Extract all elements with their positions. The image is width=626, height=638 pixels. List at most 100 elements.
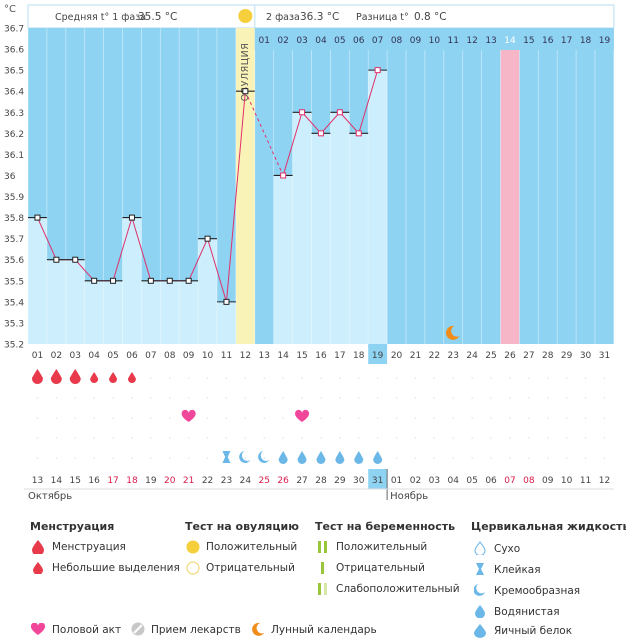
legend-spotting-item: Небольшие выделения [52, 562, 180, 574]
grid-dot [414, 377, 417, 379]
date-label: 01 [391, 476, 402, 486]
grid-dot [112, 437, 114, 439]
temperature-line [358, 69, 379, 134]
grid-dot [74, 417, 77, 419]
temperature-point [280, 172, 287, 179]
temperature-bar [368, 70, 388, 344]
day-label: 22 [429, 351, 440, 361]
grid-dot [244, 397, 247, 399]
ovulation-column [235, 28, 255, 344]
grid-dot [565, 417, 568, 419]
temperature-bar [292, 112, 312, 345]
day-label: 18 [353, 351, 365, 361]
grid-dot [471, 437, 473, 439]
phase2-day-label: 04 [315, 36, 327, 46]
y-tick-label: 36.1 [4, 151, 24, 161]
watery-drop-icon [373, 451, 383, 464]
grid-dot [320, 437, 322, 439]
temperature-bar [330, 112, 350, 345]
y-tick-label: 36.6 [4, 46, 24, 56]
grid-dot [395, 397, 398, 399]
day-label: 14 [277, 351, 289, 361]
grid-dot [74, 397, 77, 399]
grid-dot [55, 397, 58, 399]
grid-dot [528, 417, 530, 419]
watery-drop-icon [316, 451, 326, 464]
phase2-day-label: 07 [372, 36, 383, 46]
single-bar-icon [321, 562, 324, 574]
date-label: 07 [504, 476, 515, 486]
grid-dot [471, 457, 473, 459]
grid-dot [320, 417, 322, 419]
month-right-label: Ноябрь [390, 491, 428, 502]
grid-dot [36, 437, 39, 439]
day-label: 25 [485, 351, 496, 361]
grid-dot [206, 457, 209, 459]
drop-icon [33, 562, 43, 574]
y-tick-label: 36.3 [4, 109, 24, 119]
grid-dot [414, 397, 417, 399]
temperature-line [339, 111, 360, 134]
grid-dot [55, 457, 58, 459]
day-label: 27 [523, 351, 534, 361]
grid-dot [225, 397, 228, 399]
grid-dot [320, 377, 322, 379]
date-label: 06 [485, 476, 497, 486]
grid-dot [452, 437, 455, 439]
date-label: 10 [561, 476, 573, 486]
grid-dot [74, 457, 77, 459]
day-label: 10 [202, 351, 214, 361]
grid-dot [168, 437, 171, 439]
temperature-point [72, 256, 79, 263]
grid-dot [168, 457, 171, 459]
grid-dot [168, 417, 171, 419]
day-label: 17 [334, 351, 345, 361]
grid-dot [433, 397, 436, 399]
day-label: 20 [391, 351, 403, 361]
grid-dot [112, 397, 114, 399]
grid-dot [546, 417, 549, 419]
grid-dot [244, 437, 247, 439]
double-bar-icon [318, 541, 327, 553]
grid-dot [225, 377, 228, 379]
grid-dot [414, 437, 417, 439]
day-label: 16 [315, 351, 327, 361]
grid-dot [528, 457, 530, 459]
grid-dot [565, 457, 568, 459]
watery-drop-icon [297, 451, 307, 464]
temperature-point [374, 67, 381, 74]
date-label: 02 [410, 476, 421, 486]
grid-dot [376, 437, 379, 439]
grid-dot [603, 417, 606, 419]
grid-dot [339, 377, 341, 379]
grid-dot [528, 377, 530, 379]
legend-lunar-item: Лунный календарь [271, 624, 377, 636]
grid-dot [584, 417, 587, 419]
grid-dot [546, 437, 549, 439]
grid-dot [565, 397, 568, 399]
date-label: 13 [32, 476, 43, 486]
grid-dot [395, 437, 398, 439]
date-label: 17 [107, 476, 118, 486]
grid-dot [395, 377, 398, 379]
temperature-point [317, 130, 324, 137]
grid-dot [206, 377, 209, 379]
phase2-day-label: 14 [504, 36, 516, 46]
month-left-label: Октябрь [28, 491, 72, 502]
day-label: 28 [542, 351, 554, 361]
expected-period-column [500, 28, 520, 344]
grid-dot [282, 437, 284, 439]
date-label: 08 [523, 476, 535, 486]
grid-dot [339, 417, 341, 419]
phase2-day-label: 05 [334, 36, 345, 46]
grid-dot [263, 437, 266, 439]
legend-ovulation-positive-item: Положительный [206, 541, 298, 553]
grid-dot [93, 437, 95, 439]
day-label: 12 [240, 351, 251, 361]
grid-dot [546, 457, 549, 459]
temperature-line [36, 217, 57, 260]
grid-dot [509, 417, 511, 419]
date-label: 30 [353, 476, 365, 486]
grid-dot [112, 417, 114, 419]
date-label: 16 [88, 476, 100, 486]
